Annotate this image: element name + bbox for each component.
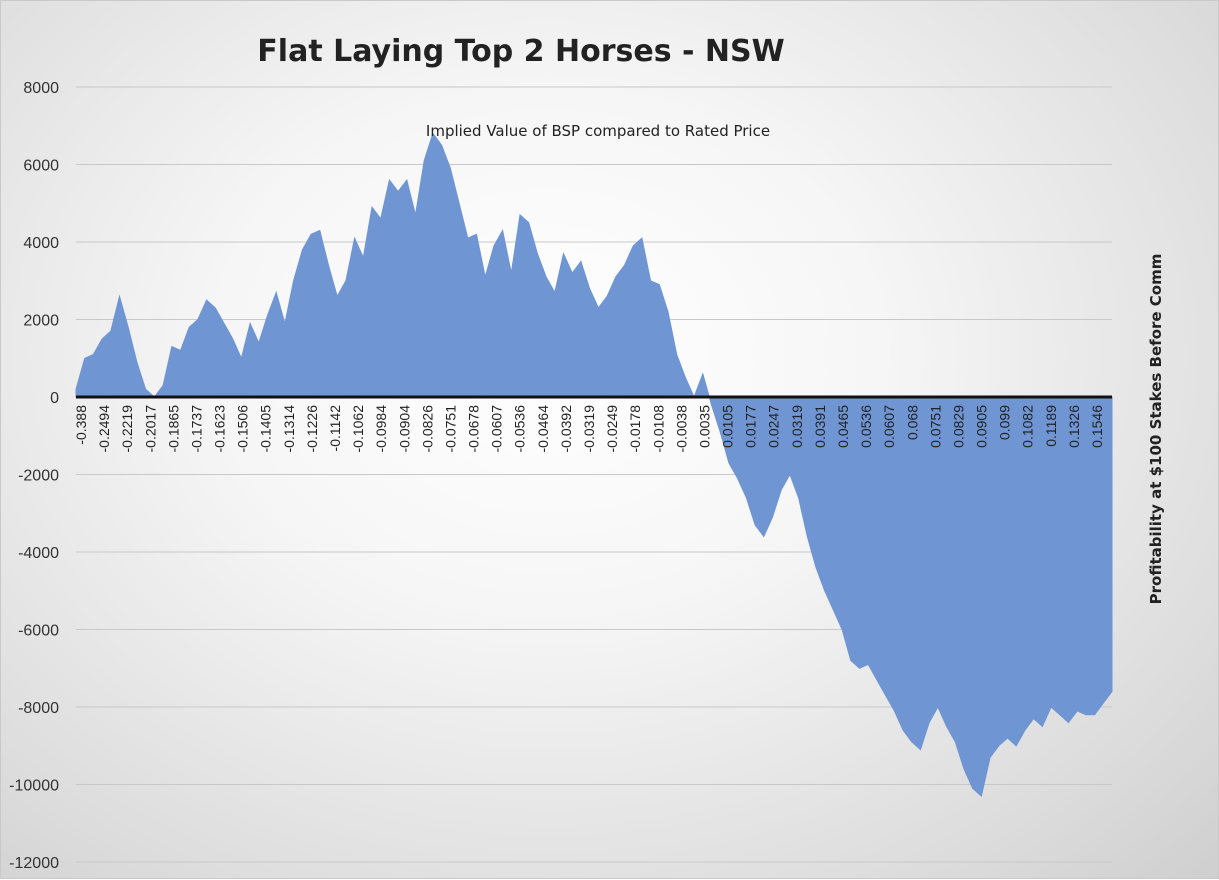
y-axis-label: Profitability at $100 Stakes Before Comm [1147, 254, 1165, 605]
x-tick-label: 0.0035 [697, 405, 713, 448]
x-tick-label: 0.0319 [789, 405, 805, 448]
x-tick-label: -0.0108 [650, 405, 666, 453]
x-tick-label: -0.0038 [673, 405, 689, 453]
x-tick-label: -0.0178 [627, 405, 643, 453]
x-tick-label: 0.0177 [743, 405, 759, 448]
y-tick-label: 2000 [23, 313, 59, 330]
chart-title: Flat Laying Top 2 Horses - NSW [257, 34, 784, 69]
y-tick-label: 8000 [23, 80, 59, 97]
y-tick-label: -8000 [18, 700, 59, 717]
x-tick-label: -0.0904 [396, 405, 412, 453]
x-tick-label: 0.1546 [1089, 405, 1105, 448]
x-tick-label: -0.1142 [327, 405, 343, 452]
x-tick-label: -0.0392 [558, 405, 574, 453]
chart-subtitle: Implied Value of BSP compared to Rated P… [426, 122, 770, 140]
x-tick-label: -0.1623 [212, 405, 228, 453]
x-tick-label: 0.0829 [951, 405, 967, 448]
x-tick-label: -0.0536 [512, 405, 528, 453]
x-tick-label: 0.1189 [1043, 405, 1059, 447]
x-tick-label: 0.1082 [1020, 405, 1036, 448]
x-tick-label: -0.0984 [373, 405, 389, 453]
x-tick-label: -0.2017 [142, 405, 158, 453]
y-tick-label: -4000 [18, 545, 59, 562]
x-tick-label: -0.0678 [466, 405, 482, 453]
x-tick-label: 0.0105 [720, 405, 736, 448]
x-tick-label: 0.0465 [835, 405, 851, 448]
x-tick-label: 0.0536 [858, 405, 874, 448]
x-tick-label: -0.1314 [281, 405, 297, 453]
x-tick-label: -0.1865 [165, 405, 181, 453]
x-tick-label: -0.388 [73, 405, 89, 445]
x-tick-label: -0.2219 [119, 405, 135, 453]
x-axis-ticks: -0.388 -0.2494 -0.2219 -0.2017 -0.1865 -0.173… [73, 405, 1105, 453]
x-tick-label: 0.0607 [881, 405, 897, 448]
y-tick-label: 0 [50, 390, 59, 407]
x-tick-label: 0.0391 [812, 405, 828, 448]
x-tick-label: 0.0751 [927, 405, 943, 448]
x-tick-label: -0.0826 [419, 405, 435, 453]
x-tick-label: -0.0464 [535, 405, 551, 453]
y-tick-label: -2000 [18, 468, 59, 485]
y-tick-label: -6000 [18, 623, 59, 640]
x-tick-label: -0.0319 [581, 405, 597, 453]
x-tick-label: -0.2494 [96, 405, 112, 453]
x-tick-label: -0.0249 [604, 405, 620, 453]
x-tick-label: -0.1737 [189, 405, 205, 453]
x-tick-label: -0.1062 [350, 405, 366, 453]
y-axis-ticks: 8000 6000 4000 2000 0 -2000 -4000 -6000 -8000 -10… [9, 80, 59, 872]
x-tick-label: -0.1405 [258, 405, 274, 453]
y-tick-label: -12000 [9, 855, 59, 872]
x-tick-label: -0.1506 [235, 405, 251, 453]
area-series [75, 132, 1113, 798]
x-tick-label: 0.1326 [1066, 405, 1082, 448]
x-tick-label: 0.099 [997, 405, 1013, 440]
y-tick-label: 6000 [23, 158, 59, 175]
x-tick-label: 0.068 [904, 405, 920, 440]
y-tick-label: -10000 [9, 778, 59, 795]
y-tick-label: 4000 [23, 235, 59, 252]
x-tick-label: -0.0751 [443, 405, 459, 453]
x-tick-label: -0.0607 [489, 405, 505, 453]
x-tick-label: -0.1226 [304, 405, 320, 453]
x-tick-label: 0.0905 [974, 405, 990, 448]
x-tick-label: 0.0247 [766, 405, 782, 448]
